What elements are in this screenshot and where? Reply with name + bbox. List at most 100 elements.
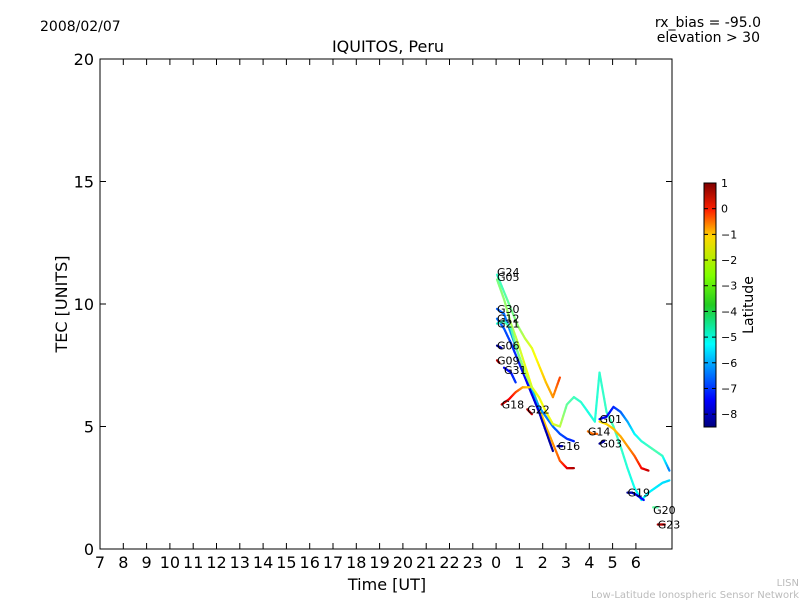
- series-segment: [600, 384, 605, 394]
- series-segment: [595, 396, 599, 407]
- x-tick-label: 8: [118, 553, 128, 572]
- elevation-label: elevation > 30: [657, 30, 760, 46]
- colorbar: [703, 182, 717, 428]
- colorbar-tick-label: 1: [721, 177, 728, 190]
- y-tick-label: 10: [74, 295, 94, 314]
- satellite-label-g30: G30: [497, 303, 520, 316]
- series-g01: [598, 405, 671, 472]
- data-series: [495, 273, 671, 526]
- series-segment: [599, 378, 603, 387]
- series-g24: [495, 273, 562, 399]
- x-tick-label: 13: [230, 553, 250, 572]
- satellite-label-g09: G09: [497, 354, 520, 367]
- satellite-label-g31: G31: [504, 364, 527, 377]
- series-segment: [593, 412, 597, 423]
- y-tick-label: 20: [74, 50, 94, 69]
- series-segment: [603, 397, 607, 407]
- x-tick-label: 0: [491, 553, 501, 572]
- series-segment: [604, 404, 608, 413]
- series-g22: [526, 408, 534, 416]
- series-g31: [502, 366, 517, 384]
- x-tick-label: 1: [514, 553, 524, 572]
- satellite-label-g01: G01: [600, 413, 623, 426]
- satellite-label-g03: G03: [600, 438, 623, 451]
- satellite-label-g06: G06: [497, 340, 520, 353]
- y-tick-label: 15: [74, 173, 94, 192]
- colorbar-tick-label: −4: [721, 305, 737, 318]
- satellite-label-g24: G24: [497, 266, 520, 279]
- satellite-label-g21: G21: [497, 318, 520, 331]
- x-tick-label: 5: [608, 553, 618, 572]
- colorbar-tick-label: −3: [721, 280, 737, 293]
- satellite-label-g19: G19: [627, 487, 650, 500]
- x-tick-label: 14: [253, 553, 273, 572]
- x-tick-label: 20: [393, 553, 413, 572]
- y-tick-label: 5: [84, 418, 94, 437]
- series-segment: [601, 391, 606, 400]
- satellite-label-g18: G18: [502, 398, 525, 411]
- satellite-label-g23: G23: [658, 519, 681, 532]
- satellite-label-g12: G12: [497, 313, 520, 326]
- series-segment: [513, 379, 517, 384]
- x-tick-label: 12: [206, 553, 226, 572]
- colorbar-ticks: 1 0 −1 −2 −3 −4 −5 −6 −7 −8: [704, 177, 737, 421]
- chart-title: IQUITOS, Peru: [332, 37, 444, 56]
- series-g01b: [598, 420, 650, 472]
- colorbar-label: Latitude: [741, 276, 757, 334]
- x-tick-label: 19: [369, 553, 389, 572]
- satellite-label-g16: G16: [558, 440, 581, 453]
- series-segment: [598, 371, 602, 381]
- x-tick-label: 10: [160, 553, 180, 572]
- colorbar-tick-label: −6: [721, 357, 737, 370]
- x-tick-label: 21: [416, 553, 436, 572]
- series-segment: [557, 376, 562, 382]
- date-label: 2008/02/07: [40, 19, 121, 35]
- satellite-label-g22: G22: [527, 403, 550, 416]
- series-segment: [596, 387, 600, 399]
- x-tick-label: 6: [631, 553, 641, 572]
- footer-network: Low-Latitude Ionospheric Sensor Network: [591, 590, 799, 600]
- colorbar-tick-label: −5: [721, 331, 737, 344]
- x-tick-label: 4: [584, 553, 594, 572]
- colorbar-tick-label: −8: [721, 408, 737, 421]
- x-tick-label: 17: [323, 553, 343, 572]
- y-axis-label: TEC [UNITS]: [52, 256, 71, 354]
- series-g03: [598, 440, 606, 445]
- series-segment: [641, 498, 645, 502]
- x-tick-label: 3: [561, 553, 571, 572]
- series-segment: [667, 467, 671, 472]
- x-tick-label: 7: [95, 553, 105, 572]
- x-tick-label: 11: [183, 553, 203, 572]
- series-segment: [594, 404, 598, 415]
- x-tick-label: 9: [142, 553, 152, 572]
- satellite-label-g20: G20: [653, 504, 676, 517]
- series-segment: [596, 379, 600, 391]
- satellite-label-g14: G14: [588, 425, 611, 438]
- y-tick-label: 0: [84, 540, 94, 559]
- series-segment: [550, 446, 555, 453]
- series-g21: [495, 320, 671, 502]
- x-axis-label: Time [UT]: [347, 575, 426, 594]
- x-tick-label: 22: [439, 553, 459, 572]
- y-axis-ticks: 0 5 10 15 20: [74, 50, 672, 559]
- colorbar-tick-label: −1: [721, 228, 737, 241]
- series-g18: [500, 386, 531, 406]
- colorbar-tick-label: −7: [721, 382, 737, 395]
- series-g14: [586, 430, 599, 435]
- series-segment: [530, 412, 534, 416]
- x-tick-label: 23: [463, 553, 483, 572]
- x-tick-label: 18: [346, 553, 366, 572]
- rx-bias-label: rx_bias = -95.0: [655, 15, 761, 31]
- x-axis-ticks: 7 8 9 10 11 12 13 14 15 16 17 18 19 20 21 22 23 0 1 2 3 4 5 6: [95, 59, 641, 572]
- x-tick-label: 16: [300, 553, 320, 572]
- plot-area: [99, 58, 673, 550]
- series-g19: [626, 491, 645, 502]
- x-tick-label: 15: [276, 553, 296, 572]
- series-g09: [495, 359, 501, 364]
- footer-lisn: LISN: [777, 578, 799, 589]
- colorbar-tick-label: 0: [721, 203, 728, 216]
- satellite-label-g05: G05: [497, 271, 520, 284]
- colorbar-tick-label: −2: [721, 254, 737, 267]
